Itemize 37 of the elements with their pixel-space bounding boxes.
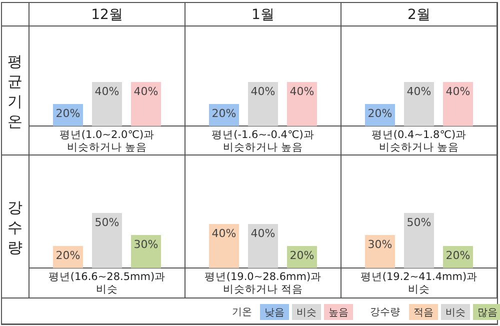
data-label: 40% — [212, 227, 236, 240]
data-label: 20% — [56, 107, 80, 120]
data-label: 30% — [368, 238, 392, 251]
x-axis-title: 평년(19.0~28.6mm)과 비슷하거나 적음 — [204, 271, 322, 296]
data-label: 20% — [290, 249, 314, 262]
data-label: 20% — [212, 107, 236, 120]
data-label: 40% — [134, 85, 158, 98]
x-axis-title: 평년(-1.6~-0.4℃)과 비슷하거나 높음 — [212, 129, 314, 154]
legend-title: 강수량 — [370, 307, 400, 318]
x-axis-title: 평년(1.0~2.0℃)과 비슷하거나 높음 — [59, 129, 155, 154]
y-axis-title: 평균기온 — [8, 52, 22, 130]
data-label: 20% — [56, 249, 80, 262]
chart-title: 12월 — [91, 7, 123, 23]
data-label: 40% — [250, 227, 276, 240]
text: 낮음 — [264, 308, 284, 318]
legend-title: 기온 — [232, 307, 252, 318]
x-axis-title: 평년(19.2~41.4mm)과 비슷 — [360, 271, 478, 296]
x-axis-title: 평년(0.4~1.8℃)과 비슷하거나 높음 — [371, 129, 467, 154]
text: 비슷 — [446, 308, 466, 318]
data-label: 50% — [94, 216, 120, 229]
data-label: 40% — [290, 85, 314, 98]
x-axis-title: 평년(16.6~28.5mm)과 비슷 — [48, 271, 166, 296]
data-label: 20% — [368, 107, 392, 120]
chart-title: 2월 — [408, 7, 430, 23]
data-label: 40% — [406, 85, 432, 98]
y-axis-title: 강수량 — [8, 198, 22, 256]
data-label: 40% — [250, 85, 276, 98]
data-label: 30% — [134, 238, 158, 251]
data-label: 40% — [94, 85, 120, 98]
text: 많음 — [478, 308, 498, 318]
data-label: 40% — [446, 85, 470, 98]
text: 비슷 — [296, 308, 316, 318]
chart-title: 1월 — [252, 7, 274, 23]
data-label: 20% — [446, 249, 470, 262]
text: 높음 — [328, 308, 348, 318]
text: 적음 — [414, 308, 434, 318]
data-label: 50% — [406, 216, 432, 229]
